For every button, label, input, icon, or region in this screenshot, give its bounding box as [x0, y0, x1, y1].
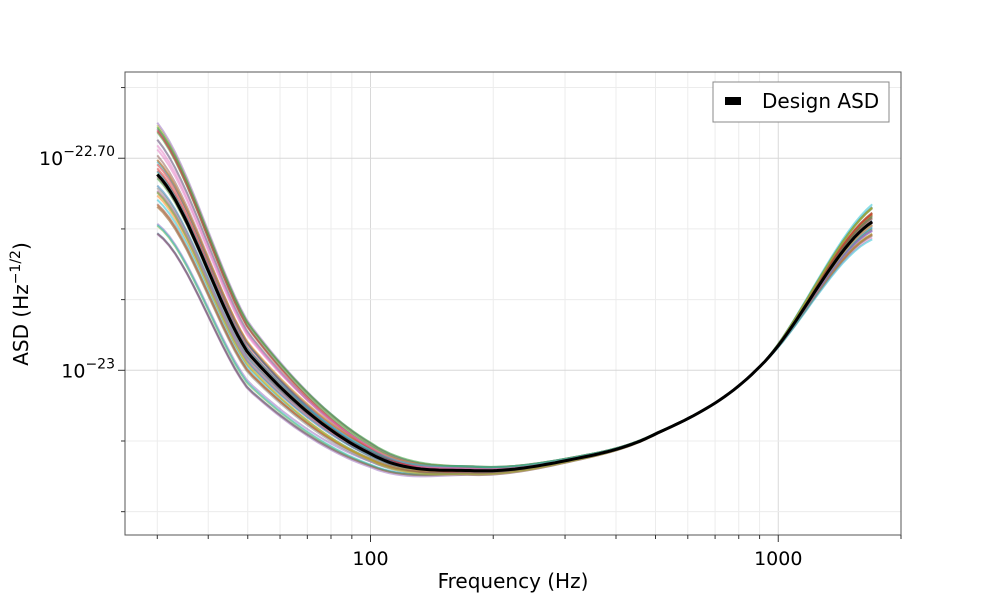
sample-asd-line	[156, 130, 873, 475]
sample-asd-line	[156, 159, 873, 468]
sample-asd-line	[156, 190, 873, 470]
sample-asd-line	[156, 167, 873, 471]
sample-asd-line	[156, 187, 873, 469]
sample-asd-line	[156, 173, 873, 473]
x-axis-label: Frequency (Hz)	[438, 569, 589, 593]
sample-asd-line	[156, 184, 873, 469]
sample-asd-line	[156, 177, 873, 468]
sample-asd-line	[156, 170, 873, 469]
sample-asd-line	[156, 159, 873, 473]
sample-asd-line	[156, 144, 873, 471]
sample-asd-line	[156, 148, 873, 468]
sample-asd-line	[156, 199, 873, 473]
sample-asd-line	[156, 191, 873, 471]
legend-frame	[712, 81, 890, 123]
series-layer	[156, 122, 874, 478]
sample-asd-line	[156, 124, 873, 471]
sample-asd-line	[156, 170, 873, 471]
sample-asd-line	[156, 194, 873, 474]
x-tick-label: 100	[352, 548, 388, 570]
sample-asd-line	[156, 126, 873, 469]
sample-asd-line	[156, 122, 873, 470]
legend-swatch-design-asd	[725, 97, 741, 105]
sample-asd-line	[156, 190, 873, 470]
sample-asd-line	[156, 163, 873, 469]
sample-asd-line	[156, 128, 873, 469]
x-tick-label: 1000	[754, 548, 802, 570]
sample-asd-line	[156, 204, 873, 473]
legend-label-design-asd: Design ASD	[762, 89, 879, 113]
sample-asd-line	[156, 191, 873, 476]
sample-asd-line	[156, 206, 873, 476]
sample-asd-line	[156, 154, 873, 477]
y-axis-label: ASD (Hz−1/2)	[8, 242, 33, 366]
sample-asd-line	[156, 129, 873, 474]
sample-asd-line	[156, 203, 873, 474]
design-asd-line	[156, 173, 874, 473]
tick-layer: 100 1000 10−22.70 10−23	[39, 87, 902, 570]
sample-asd-line	[156, 205, 873, 475]
legend: Design ASD	[712, 81, 890, 123]
y-tick-label: 10−22.70	[39, 144, 115, 170]
sample-asd-line	[156, 161, 873, 469]
sample-asd-line	[156, 139, 873, 473]
sample-asd-line	[156, 203, 873, 476]
sample-asd-line	[156, 206, 873, 472]
sample-asd-line	[156, 131, 873, 471]
sample-asd-line	[156, 138, 873, 472]
sample-asd-line	[156, 175, 873, 475]
plot-frame	[124, 71, 902, 536]
y-tick-label: 10−23	[61, 356, 115, 382]
